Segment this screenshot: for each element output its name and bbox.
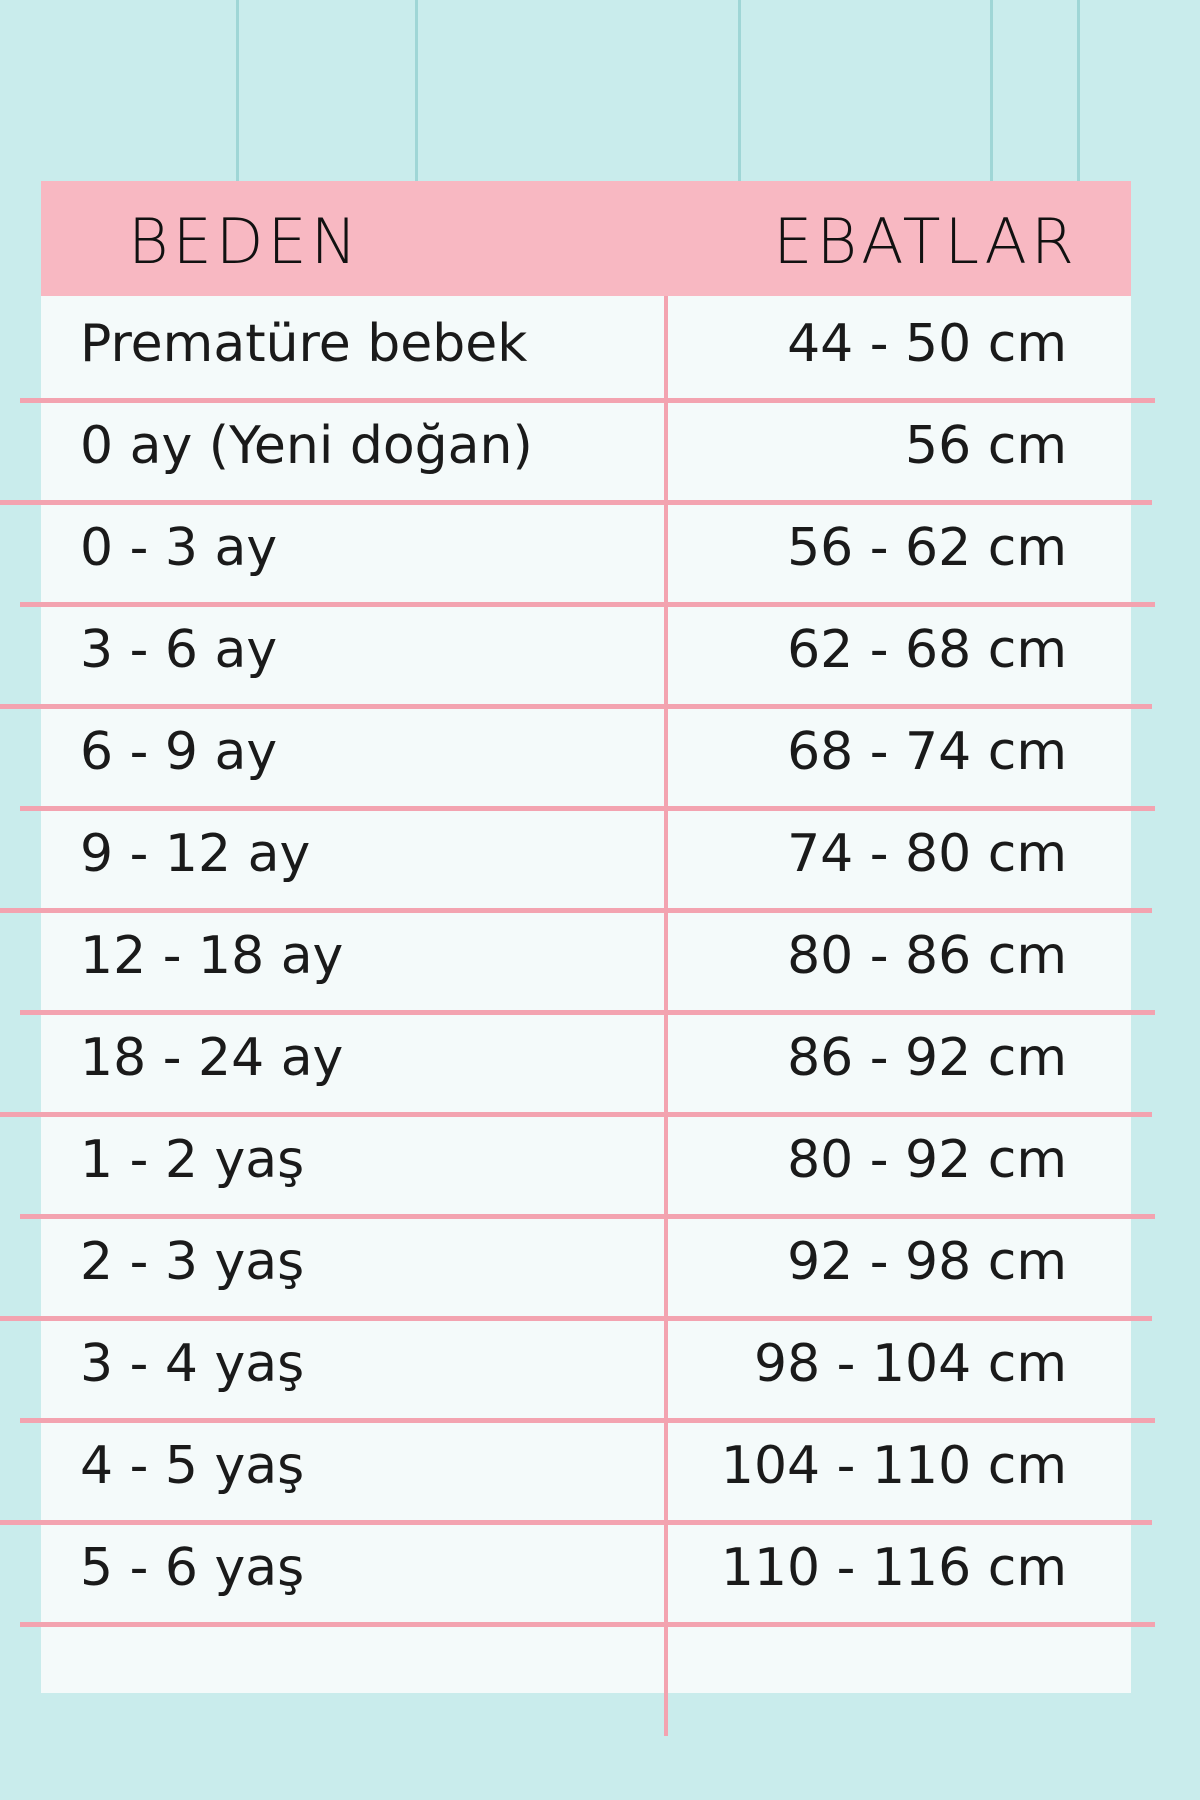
decor: [236, 0, 239, 181]
decor: [990, 0, 993, 181]
cell: 92 - 98 cm: [787, 1232, 1067, 1292]
table-body: [41, 181, 1131, 1693]
cell: 104 - 110 cm: [720, 1436, 1067, 1496]
cell: 0 - 3 ay: [80, 518, 278, 578]
cell: 80 - 92 cm: [787, 1130, 1067, 1190]
cell: 98 - 104 cm: [753, 1334, 1067, 1394]
cell: 74 - 80 cm: [787, 824, 1067, 884]
cell: 12 - 18 ay: [80, 926, 344, 986]
row-line: [20, 398, 1155, 403]
row-line: [20, 602, 1155, 607]
row-line: [20, 1010, 1155, 1015]
cell: 1 - 2 yaş: [80, 1130, 305, 1190]
row-line: [0, 1520, 1152, 1525]
cell: 110 - 116 cm: [720, 1538, 1067, 1598]
header-cell: BEDEN: [128, 205, 362, 278]
cell: 18 - 24 ay: [80, 1028, 344, 1088]
cell: 44 - 50 cm: [787, 314, 1067, 374]
cell: 0 ay (Yeni doğan): [80, 416, 533, 476]
cell: 2 - 3 yaş: [80, 1232, 305, 1292]
row-line: [0, 704, 1152, 709]
header-cell: EBATLAR: [773, 205, 1078, 278]
row-line: [0, 1316, 1152, 1321]
cell: Prematüre bebek: [80, 314, 528, 374]
cell: 68 - 74 cm: [787, 722, 1067, 782]
decor: [738, 0, 741, 181]
cell: 4 - 5 yaş: [80, 1436, 305, 1496]
table-header: [41, 181, 1131, 296]
cell: 6 - 9 ay: [80, 722, 278, 782]
row-line: [20, 806, 1155, 811]
row-line: [0, 908, 1152, 913]
cell: 56 - 62 cm: [787, 518, 1067, 578]
row-line: [20, 1214, 1155, 1219]
row-line: [20, 1622, 1155, 1627]
cell: 3 - 6 ay: [80, 620, 278, 680]
row-line: [0, 500, 1152, 505]
cell: 86 - 92 cm: [787, 1028, 1067, 1088]
row-line: [0, 1112, 1152, 1117]
cell: 80 - 86 cm: [787, 926, 1067, 986]
cell: 9 - 12 ay: [80, 824, 311, 884]
decor: [415, 0, 418, 181]
column-divider: [664, 296, 668, 1736]
cell: 5 - 6 yaş: [80, 1538, 305, 1598]
row-line: [20, 1418, 1155, 1423]
cell: 3 - 4 yaş: [80, 1334, 305, 1394]
decor: [1077, 0, 1080, 181]
cell: 62 - 68 cm: [787, 620, 1067, 680]
cell: 56 cm: [905, 416, 1067, 476]
